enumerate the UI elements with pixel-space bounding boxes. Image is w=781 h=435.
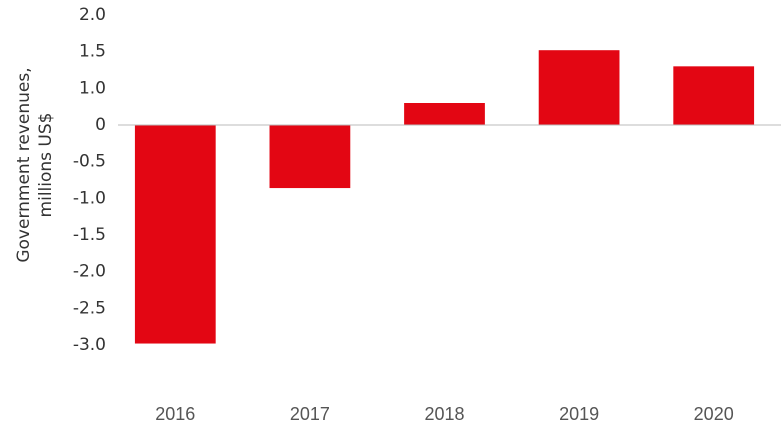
y-tick-label: 1.0 [79,78,106,98]
y-axis-title: millions US$ [36,113,56,218]
bar [134,125,216,344]
bar [404,103,485,125]
y-tick-label: 0 [95,115,106,135]
y-axis-title: Government revenues, [14,67,34,262]
x-tick-label: 2016 [155,404,195,424]
bar [538,50,620,126]
y-tick-label: -3.0 [73,335,106,355]
y-tick-label: -1.0 [73,188,106,208]
y-tick-label: 2.0 [79,5,106,25]
x-tick-label: 2018 [424,404,464,424]
y-tick-label: 1.5 [79,42,106,62]
y-tick-label: -0.5 [73,152,106,172]
x-tick-label: 2020 [694,404,734,424]
bar [673,66,755,125]
x-tick-label: 2019 [559,404,599,424]
x-tick-label: 2017 [290,404,330,424]
y-tick-label: -2.0 [73,262,106,282]
y-tick-label: -1.5 [73,225,106,245]
bar [269,125,351,189]
y-tick-label: -2.5 [73,298,106,318]
